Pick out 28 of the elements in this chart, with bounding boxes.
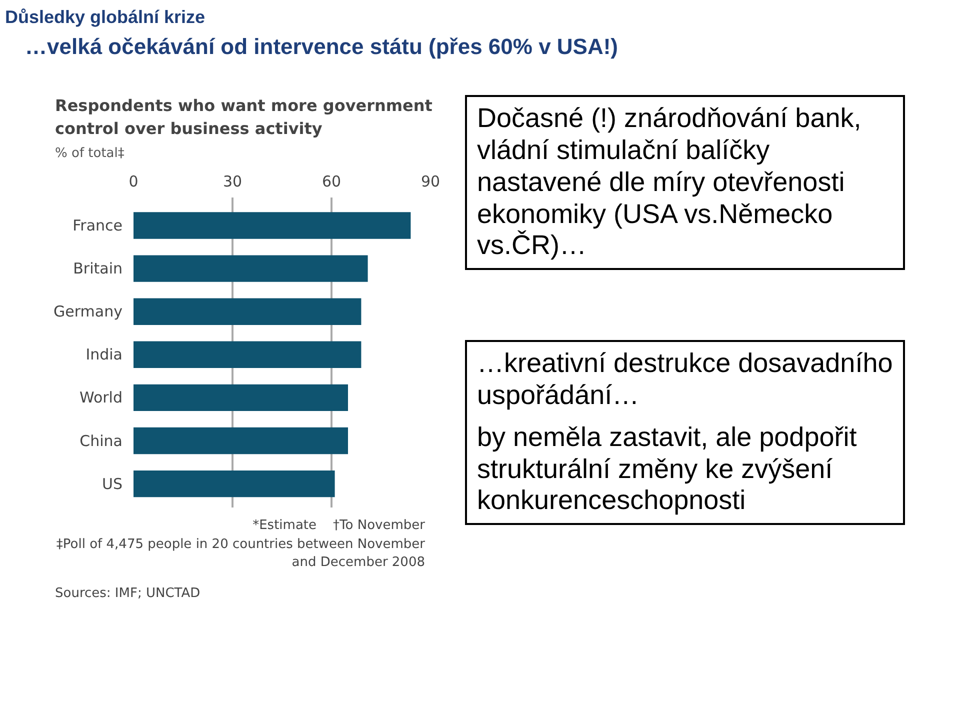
text: …kreativní destrukce dosavadního uspořádání… xyxy=(477,348,893,410)
bar xyxy=(134,384,348,412)
y-tick-label: China xyxy=(80,432,123,450)
x-tick-label: 0 xyxy=(128,172,138,190)
bar xyxy=(134,255,368,282)
source-note: Sources: IMF; UNCTAD xyxy=(55,584,202,603)
x-tick-label: 30 xyxy=(222,172,242,190)
bar xyxy=(134,341,362,368)
text: *Estimate †To November xyxy=(252,518,425,533)
y-tick-label: Germany xyxy=(54,302,123,321)
text: by neměla zastavit, ale podpořit strukturální změny ke zvýšení konkurenceschopnosti xyxy=(477,422,858,518)
y-tick-label: India xyxy=(86,346,122,364)
chart-subtitle: % of total‡ xyxy=(55,144,126,163)
text: ‡Poll of 4,475 people in 20 countries between November and December 2008 xyxy=(56,536,425,570)
chart-title: Respondents who want more government control over business activity xyxy=(55,95,434,140)
bar xyxy=(134,470,335,498)
y-tick-label: France xyxy=(72,216,123,234)
bar xyxy=(134,212,411,239)
x-tick-label: 60 xyxy=(322,172,342,190)
y-tick-label: US xyxy=(102,474,123,493)
text: Dočasné (!) znárodňování bank, vládní stimulační balíčky nastavené dle míry otevřenosti ekonomiky (USA vs.Německo vs.ČR)… xyxy=(465,95,905,270)
x-tick-label: 90 xyxy=(420,172,440,190)
y-tick-label: Britain xyxy=(73,260,122,278)
text: …velká očekávání od intervence státu (přes 60% v USA!) xyxy=(25,32,618,61)
bar xyxy=(134,298,362,325)
text: Důsledky globální krize xyxy=(5,6,206,29)
bar xyxy=(134,427,348,454)
y-tick-label: World xyxy=(80,388,123,407)
